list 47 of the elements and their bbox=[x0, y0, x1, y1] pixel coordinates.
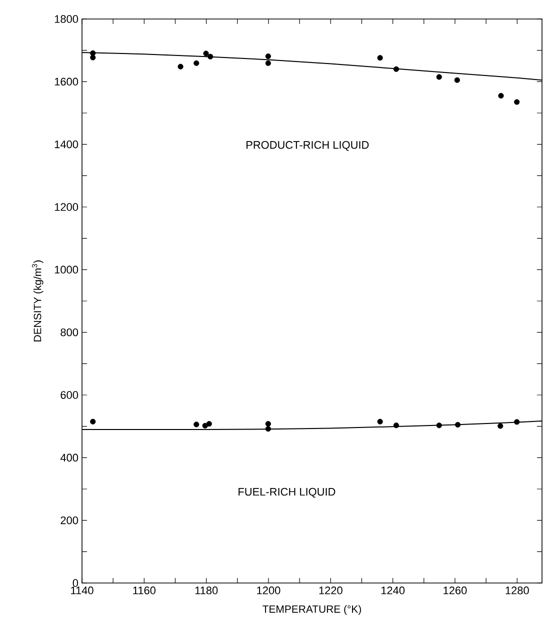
point bbox=[498, 92, 504, 99]
y-tick-label: 1600 bbox=[54, 78, 78, 86]
point bbox=[265, 421, 271, 427]
point bbox=[90, 418, 96, 424]
y-tick-label: 0 bbox=[72, 579, 78, 587]
point bbox=[203, 50, 209, 56]
point bbox=[206, 421, 212, 427]
point bbox=[393, 422, 400, 428]
x-tick-label: 1260 bbox=[444, 586, 467, 594]
y-tick-label: 800 bbox=[60, 328, 78, 336]
x-tick-label: 1180 bbox=[195, 586, 218, 594]
point bbox=[498, 423, 504, 429]
y-tick-label: 600 bbox=[60, 391, 78, 399]
point bbox=[454, 422, 461, 428]
y-tick-label: 1800 bbox=[54, 15, 78, 23]
y-tick-label: 200 bbox=[60, 516, 78, 524]
point bbox=[90, 50, 96, 56]
point bbox=[194, 422, 200, 428]
x-tick-label: 1160 bbox=[133, 586, 156, 594]
y-tick-label: 400 bbox=[60, 454, 78, 462]
point bbox=[178, 64, 184, 70]
point bbox=[90, 54, 96, 60]
x-tick-label: 1280 bbox=[506, 586, 529, 594]
x-tick-label: 1220 bbox=[319, 586, 342, 594]
point bbox=[436, 422, 442, 428]
point bbox=[265, 426, 271, 432]
point bbox=[454, 77, 460, 83]
point bbox=[194, 60, 200, 66]
point bbox=[265, 53, 271, 60]
x-tick-label: 1240 bbox=[381, 586, 405, 594]
y-tick-label: 1000 bbox=[54, 266, 78, 274]
point bbox=[436, 74, 442, 80]
point bbox=[393, 66, 400, 72]
point bbox=[208, 54, 214, 60]
annotation: FUEL-RICH LIQUID bbox=[238, 488, 336, 498]
x-tick-label: 1140 bbox=[71, 586, 94, 594]
annotation: PRODUCT-RICH LIQUID bbox=[246, 141, 369, 151]
point bbox=[514, 419, 520, 425]
y-tick-label: 1200 bbox=[54, 203, 78, 211]
point bbox=[514, 99, 520, 105]
x-tick-label: 1200 bbox=[257, 586, 280, 594]
x-axis-title: TEMPERATURE (°K) bbox=[262, 605, 361, 615]
point bbox=[265, 60, 271, 66]
point bbox=[377, 55, 383, 61]
y-tick-label: 1400 bbox=[54, 140, 78, 148]
point bbox=[377, 418, 383, 424]
y-axis-title: DENSITY (kg/m$^{3}$) bbox=[32, 260, 44, 342]
